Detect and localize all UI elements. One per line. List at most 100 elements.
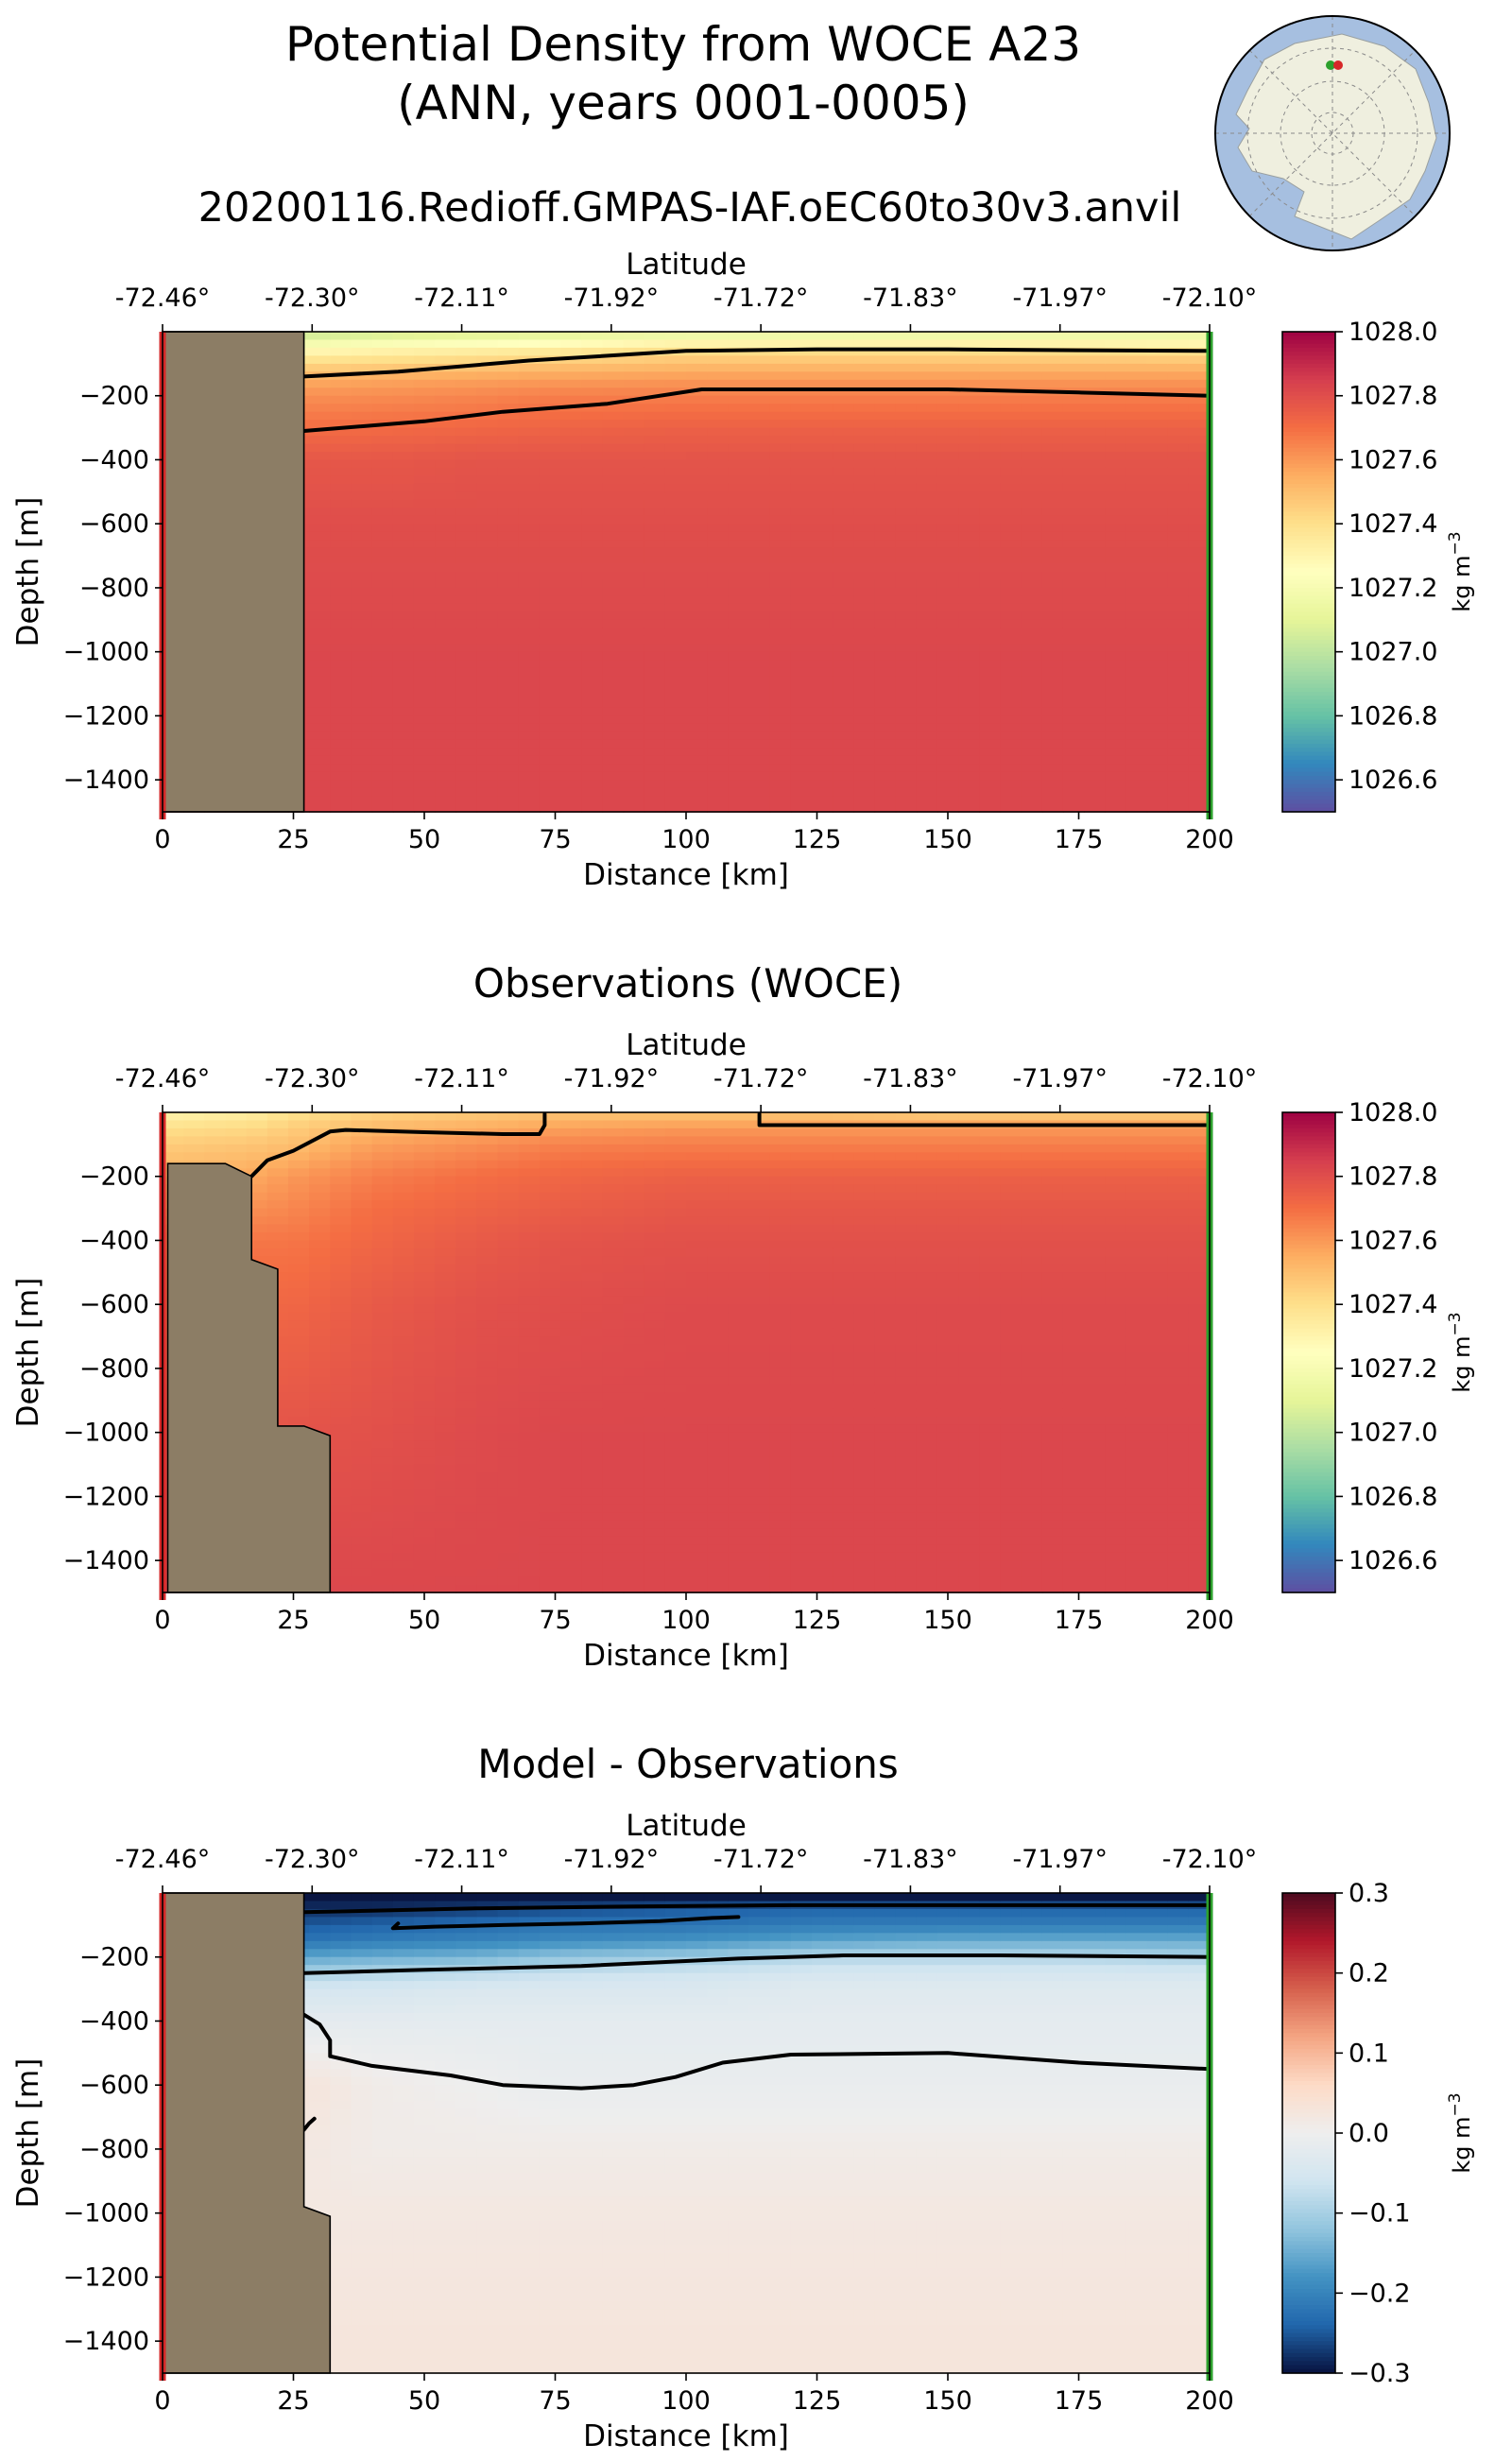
colorbar-band [1282, 484, 1335, 489]
heatmap-cell [1147, 484, 1169, 492]
heatmap-cell [644, 475, 666, 484]
heatmap-cell [372, 668, 394, 677]
heatmap-cell [560, 460, 582, 469]
heatmap-cell [728, 1576, 749, 1585]
heatmap-cell [1042, 475, 1064, 484]
heatmap-cell [665, 692, 687, 700]
heatmap-cell [330, 1553, 352, 1561]
heatmap-cell [288, 1408, 310, 1417]
colorbar-band [1282, 688, 1335, 693]
heatmap-cell [644, 1408, 666, 1417]
heatmap-cell [749, 636, 771, 645]
colorbar-tick-label: 1027.8 [1349, 382, 1437, 411]
heatmap-cell [1147, 731, 1169, 740]
heatmap-cell [602, 1177, 624, 1185]
heatmap-cell [624, 684, 645, 693]
heatmap-cell [770, 1345, 792, 1353]
heatmap-cell [372, 404, 394, 412]
heatmap-cell [812, 652, 833, 661]
heatmap-cell [1000, 516, 1022, 525]
heatmap-cell [455, 692, 477, 700]
heatmap-cell [896, 548, 918, 557]
heatmap-cell [560, 708, 582, 716]
heatmap-cell [1000, 748, 1022, 756]
colorbar-band [1282, 680, 1335, 684]
heatmap-cell [183, 1152, 205, 1161]
heatmap-cell [644, 715, 666, 724]
colorbar-band [1282, 344, 1335, 349]
heatmap-cell [707, 1329, 729, 1337]
heatmap-cell [1042, 692, 1064, 700]
colorbar-band [1282, 380, 1335, 385]
heatmap-cell [560, 1281, 582, 1289]
heatmap-cell [602, 532, 624, 541]
heatmap-cell [455, 396, 477, 404]
heatmap-cell [435, 1505, 456, 1513]
heatmap-cell [560, 588, 582, 596]
heatmap-cell [874, 516, 896, 525]
heatmap-cell [1042, 468, 1064, 476]
heatmap-cell [519, 620, 541, 628]
heatmap-cell [686, 1225, 708, 1233]
heatmap-cell [707, 355, 729, 364]
heatmap-cell [288, 1256, 310, 1265]
heatmap-cell [540, 1112, 561, 1121]
heatmap-cell [770, 548, 792, 557]
heatmap-cell [665, 380, 687, 388]
heatmap-cell [896, 460, 918, 469]
heatmap-cell [540, 1361, 561, 1369]
heatmap-cell [519, 756, 541, 765]
heatmap-cell [476, 1521, 498, 1529]
heatmap-cell [937, 500, 959, 508]
heatmap-cell [540, 1569, 561, 1577]
heatmap-cell [204, 1152, 226, 1161]
heatmap-cell [414, 340, 436, 349]
heatmap-cell [560, 387, 582, 396]
heatmap-cell [581, 524, 603, 532]
heatmap-cell [476, 684, 498, 693]
heatmap-cell [435, 731, 456, 740]
heatmap-cell [770, 796, 792, 804]
heatmap-cell [644, 1216, 666, 1225]
heatmap-cell [455, 1456, 477, 1465]
heatmap-cell [707, 540, 729, 548]
heatmap-cell [937, 491, 959, 500]
heatmap-cell [1084, 508, 1106, 516]
heatmap-cell [979, 572, 1001, 580]
heatmap-cell [686, 1232, 708, 1241]
heatmap-cell [791, 684, 813, 693]
heatmap-cell [770, 595, 792, 604]
heatmap-cell [226, 1152, 248, 1161]
heatmap-cell [435, 436, 456, 444]
heatmap-cell [707, 1376, 729, 1385]
heatmap-cell [937, 788, 959, 797]
heatmap-cell [540, 1320, 561, 1329]
heatmap-cell [1168, 428, 1190, 437]
heatmap-cell [476, 1320, 498, 1329]
heatmap-cell [309, 764, 331, 772]
heatmap-cell [937, 604, 959, 612]
heatmap-cell [1084, 436, 1106, 444]
heatmap-cell [393, 1216, 415, 1225]
heatmap-cell [937, 460, 959, 469]
heatmap-cell [665, 436, 687, 444]
heatmap-cell [455, 1248, 477, 1257]
heatmap-cell [372, 1320, 394, 1329]
heatmap-cell [414, 1481, 436, 1489]
colorbar-band [1282, 464, 1335, 469]
heatmap-cell [476, 1560, 498, 1569]
heatmap-cell [476, 540, 498, 548]
heatmap-cell [393, 436, 415, 444]
heatmap-cell [791, 756, 813, 765]
heatmap-cell [435, 1496, 456, 1505]
x-tick-label: 175 [1055, 825, 1104, 854]
heatmap-cell [183, 1136, 205, 1144]
heatmap-cell [686, 780, 708, 788]
colorbar-band [1282, 660, 1335, 664]
colorbar-band [1282, 772, 1335, 777]
heatmap-cell [624, 572, 645, 580]
heatmap-cell [519, 1576, 541, 1585]
heatmap-cell [602, 1209, 624, 1217]
heatmap-cell [393, 1200, 415, 1209]
heatmap-cell [540, 564, 561, 573]
